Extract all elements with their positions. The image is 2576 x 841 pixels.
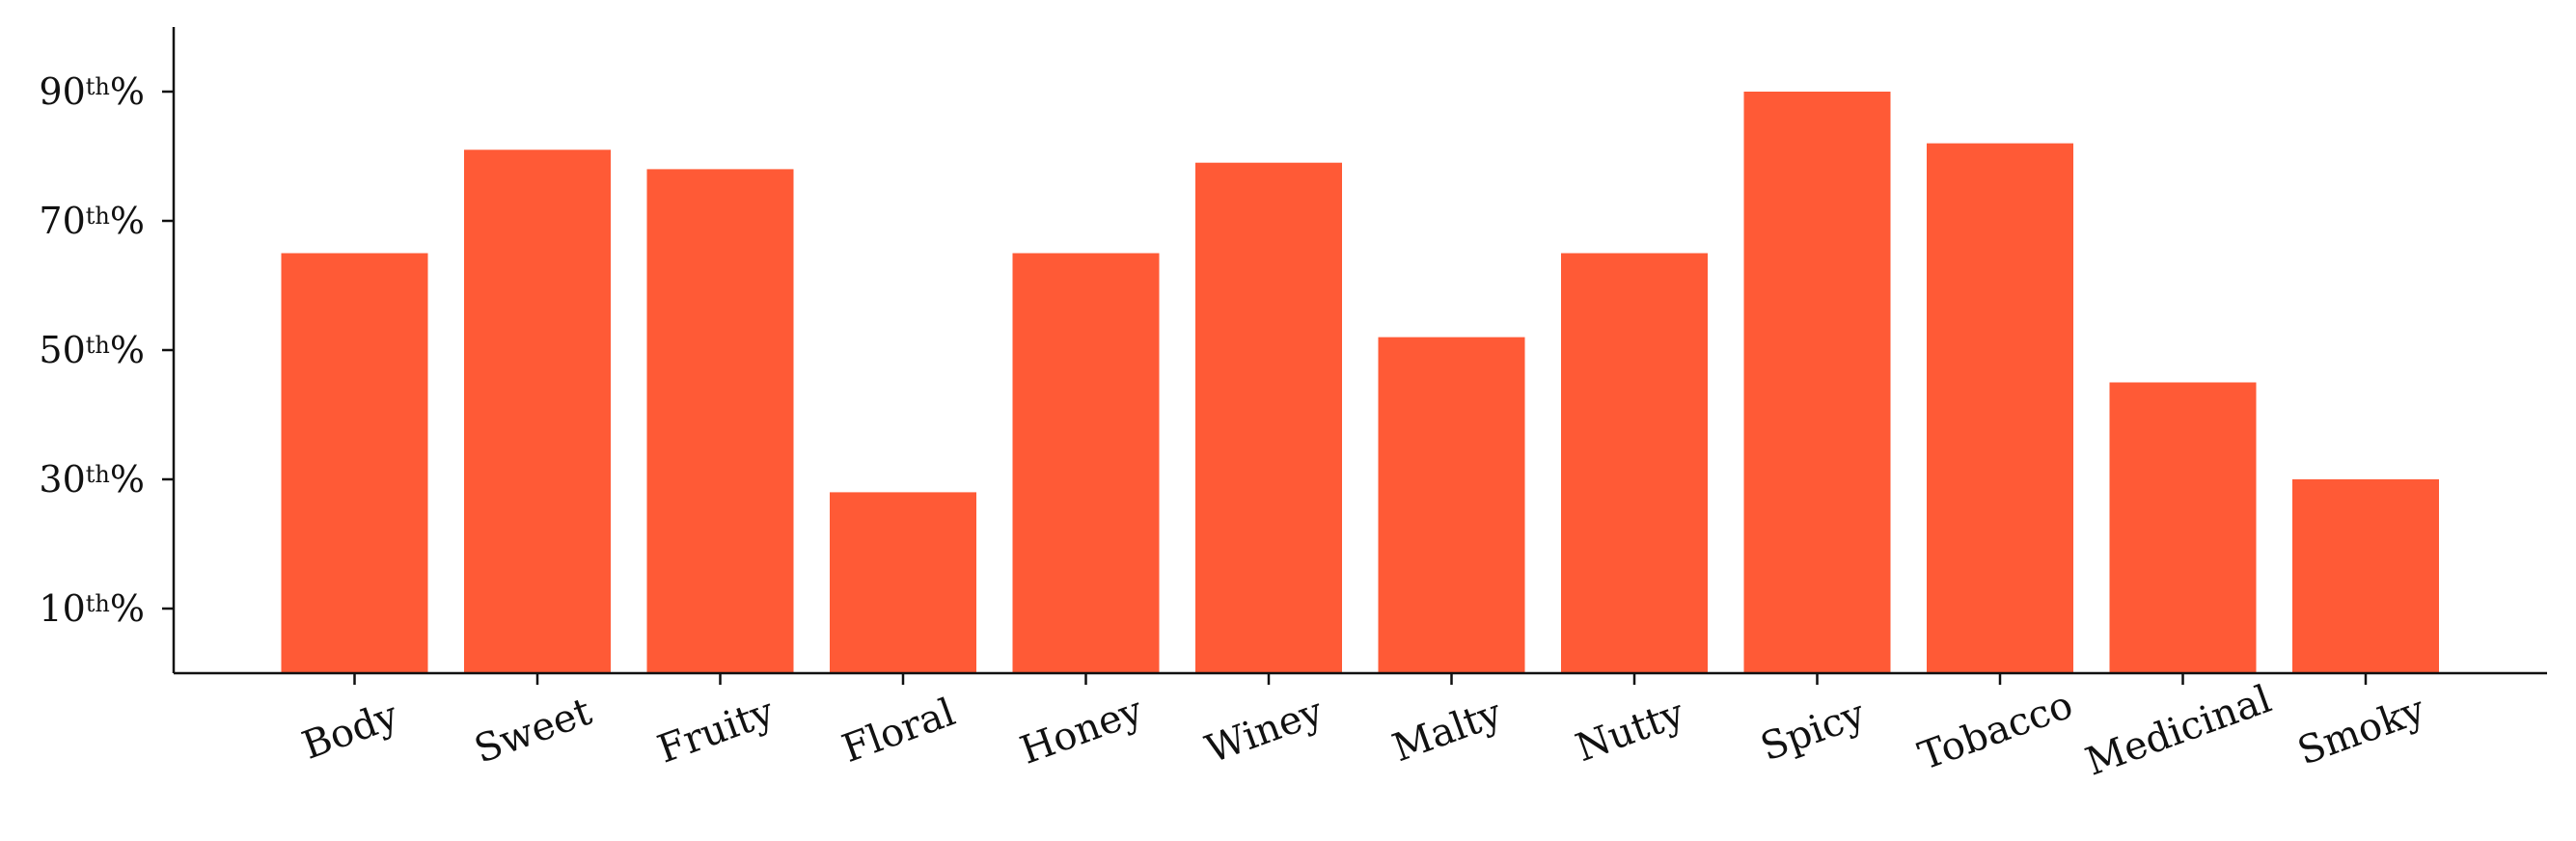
x-tick-label-tobacco: Tobacco (1913, 683, 2079, 779)
x-tick-label-winey: Winey (1200, 690, 1329, 773)
bar-smoky (2292, 479, 2439, 673)
x-tick-label-medicinal: Medicinal (2080, 677, 2277, 785)
bar-winey (1195, 162, 1342, 673)
y-tick-label-50: 50th% (39, 329, 145, 371)
x-tick-label-smoky: Smoky (2292, 688, 2431, 774)
bar-spicy (1743, 92, 1891, 673)
y-tick-label-10: 10th% (39, 587, 145, 630)
y-axis: 10th% 30th% 50th% 70th% 90th% (39, 27, 176, 673)
x-tick-label-spicy: Spicy (1755, 692, 1871, 770)
x-tick-label-fruity: Fruity (652, 690, 781, 773)
bar-tobacco (1927, 143, 2073, 674)
x-tick-label-malty: Malty (1387, 691, 1508, 771)
x-axis: Body Sweet Fruity Floral Honey Winey Malty Nutt… (174, 671, 2547, 785)
x-tick-label-floral: Floral (836, 691, 961, 772)
bar-sweet (464, 149, 611, 674)
x-tick-label-body: Body (296, 693, 404, 769)
bar-nutty (1561, 253, 1708, 673)
y-tick-label-30: 30th% (39, 458, 145, 501)
y-tick-label-70: 70th% (39, 200, 145, 242)
bar-fruity (646, 169, 794, 673)
bar-malty (1378, 337, 1525, 673)
x-tick-label-honey: Honey (1015, 689, 1149, 773)
x-tick-label-nutty: Nutty (1570, 691, 1690, 771)
bars-group (281, 92, 2439, 674)
bar-floral (830, 492, 976, 673)
bar-honey (1012, 253, 1160, 673)
x-tick-label-sweet: Sweet (469, 690, 597, 773)
bar-body (281, 253, 428, 673)
y-tick-label-90: 90th% (39, 70, 145, 113)
bar-medicinal (2109, 382, 2257, 673)
